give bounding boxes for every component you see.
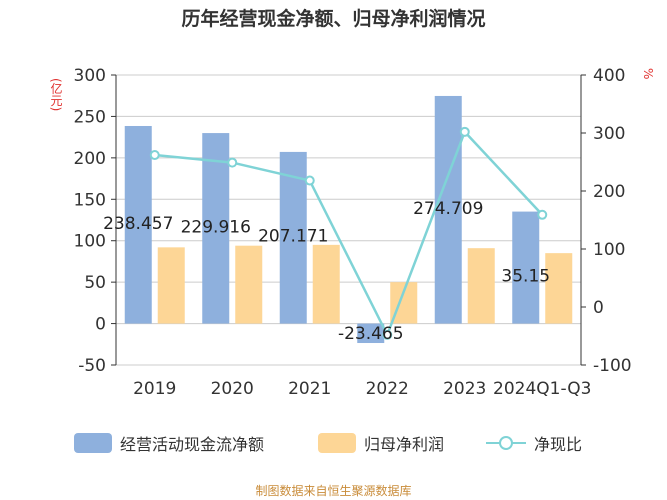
bar-data-label: 229.916 xyxy=(181,217,251,237)
bar-net-profit xyxy=(467,248,495,324)
x-tick-label: 2020 xyxy=(211,379,254,399)
legend-item-cash-flow[interactable]: 经营活动现金流净额 xyxy=(74,428,264,458)
chart-plot: -50 0 50 100 150 200 250 300 -100 0 100 200 300 400 20… xyxy=(74,66,632,399)
bar-cash-flow xyxy=(357,323,385,344)
ratio-point xyxy=(382,329,393,340)
bar-cash-flow xyxy=(434,95,462,324)
right-tick-label: -100 xyxy=(593,356,632,376)
x-tick-label: 2022 xyxy=(366,379,409,399)
legend-item-net-profit[interactable]: 归母净利润 xyxy=(318,428,444,458)
right-tick-label: 100 xyxy=(593,240,625,260)
ratio-point xyxy=(537,209,548,220)
legend-label-cash-flow: 经营活动现金流净额 xyxy=(120,435,265,454)
ratio-point xyxy=(149,150,160,161)
left-tick-label: 0 xyxy=(95,315,106,335)
legend-swatch-cash-flow xyxy=(74,433,112,453)
x-tick-label: 2024Q1-Q3 xyxy=(493,379,591,399)
left-tick-label: 300 xyxy=(74,66,106,86)
ratio-point xyxy=(459,126,470,137)
left-tick-label: 50 xyxy=(84,273,106,293)
x-tick-label: 2023 xyxy=(443,379,486,399)
bar-data-label: -23.465 xyxy=(338,324,404,344)
legend-swatch-net-profit xyxy=(318,433,356,453)
bar-net-profit xyxy=(545,253,573,324)
left-tick-label: -50 xyxy=(78,356,106,376)
chart-legend: 经营活动现金流净额 归母净利润 净现比 xyxy=(0,428,667,458)
ratio-point xyxy=(227,157,238,168)
legend-label-net-profit: 归母净利润 xyxy=(364,435,445,454)
left-tick-label: 150 xyxy=(74,190,106,210)
bar-data-label: 207.171 xyxy=(258,227,328,247)
bar-data-label: 274.709 xyxy=(413,199,483,219)
left-tick-label: 200 xyxy=(74,149,106,169)
bar-cash-flow xyxy=(512,211,540,324)
legend-item-ratio[interactable]: 净现比 xyxy=(486,428,582,458)
ratio-line xyxy=(154,129,544,338)
bar-data-label: 238.457 xyxy=(103,214,173,234)
right-tick-label: 0 xyxy=(593,298,604,318)
x-tick-label: 2021 xyxy=(288,379,331,399)
bar-cash-flow xyxy=(124,125,152,324)
ratio-point xyxy=(304,175,315,186)
left-tick-label: 100 xyxy=(74,232,106,252)
bar-cash-flow xyxy=(279,151,307,324)
bar-net-profit xyxy=(312,244,340,324)
chart-title: 历年经营现金净额、归母净利润情况 xyxy=(181,8,486,30)
legend-line-marker-icon xyxy=(486,436,526,450)
left-axis-unit: (亿元) xyxy=(49,78,63,112)
right-axis-unit: % xyxy=(641,68,655,80)
right-tick-label: 300 xyxy=(593,124,625,144)
legend-label-ratio: 净现比 xyxy=(534,435,583,454)
bar-cash-flow xyxy=(202,133,230,324)
bar-data-label: 35.15 xyxy=(501,267,550,287)
right-tick-label: 400 xyxy=(593,66,625,86)
data-source-note: 制图数据来自恒生聚源数据库 xyxy=(255,484,412,498)
x-tick-label: 2019 xyxy=(133,379,176,399)
right-tick-label: 200 xyxy=(593,182,625,202)
bar-net-profit xyxy=(157,247,185,324)
left-tick-label: 250 xyxy=(74,107,106,127)
bar-net-profit xyxy=(235,245,263,324)
